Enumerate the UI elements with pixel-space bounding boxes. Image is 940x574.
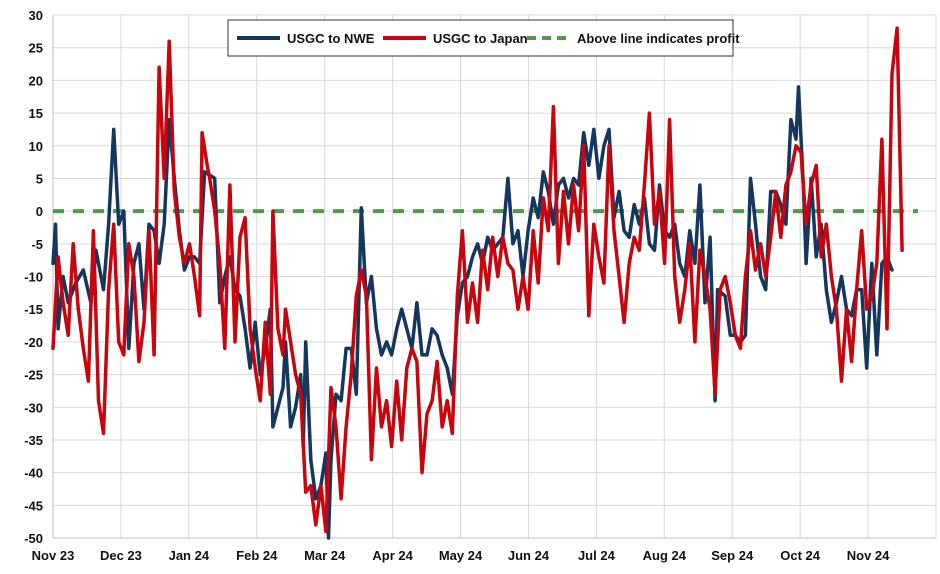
y-tick-label: -35: [24, 433, 43, 448]
y-tick-label: 15: [29, 106, 43, 121]
x-tick-label: Apr 24: [372, 548, 413, 563]
x-tick-label: Jan 24: [169, 548, 210, 563]
x-tick-label: Nov 23: [32, 548, 75, 563]
y-tick-label: 10: [29, 139, 43, 154]
y-tick-label: 25: [29, 41, 43, 56]
x-tick-label: Sep 24: [711, 548, 754, 563]
x-tick-label: Nov 24: [847, 548, 890, 563]
x-tick-label: Jul 24: [578, 548, 616, 563]
x-tick-label: Mar 24: [304, 548, 346, 563]
legend-label-japan: USGC to Japan: [433, 31, 528, 46]
y-tick-label: -20: [24, 335, 43, 350]
y-tick-label: -30: [24, 400, 43, 415]
y-tick-label: 5: [36, 171, 43, 186]
legend-box: [227, 19, 734, 57]
y-tick-label: -45: [24, 498, 43, 513]
legend-label-nwe: USGC to NWE: [287, 31, 375, 46]
y-tick-label: 0: [36, 204, 43, 219]
y-axis-ticks: 30 25 20 15 10 5 0 -5 -10 -15 -20 -25 -30 -35 -40 -45 -5…: [24, 8, 43, 546]
y-tick-label: 20: [29, 73, 43, 88]
series-lines: [51, 26, 918, 540]
x-tick-label: May 24: [439, 548, 483, 563]
x-tick-label: Aug 24: [643, 548, 687, 563]
series-line-usgc-to-japan: [51, 26, 904, 534]
series-line-usgc-to-nwe: [51, 85, 894, 540]
y-tick-label: -25: [24, 368, 43, 383]
x-tick-label: Jun 24: [508, 548, 550, 563]
y-tick-label: -15: [24, 302, 43, 317]
x-axis-ticks: Nov 23 Dec 23 Jan 24 Feb 24 Mar 24 Apr 24 May …: [32, 548, 890, 563]
legend: USGC to NWE USGC to Japan Above line ind…: [227, 19, 740, 57]
gridlines: [52, 14, 937, 539]
x-tick-label: Oct 24: [780, 548, 821, 563]
y-tick-label: -5: [31, 237, 43, 252]
x-tick-label: Dec 23: [100, 548, 142, 563]
legend-label-profit: Above line indicates profit: [577, 31, 740, 46]
y-tick-label: -50: [24, 531, 43, 546]
y-tick-label: 30: [29, 8, 43, 23]
x-tick-label: Feb 24: [236, 548, 278, 563]
y-tick-label: -10: [24, 270, 43, 285]
y-tick-label: -40: [24, 466, 43, 481]
